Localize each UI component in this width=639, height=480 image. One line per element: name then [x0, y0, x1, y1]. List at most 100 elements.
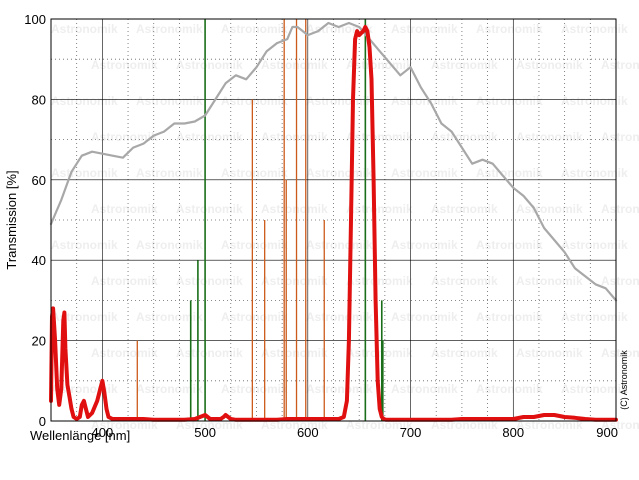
y-tick-label: 100 [24, 12, 46, 27]
watermark-text: Astronomik [176, 58, 243, 72]
watermark-text: Astronomik [561, 22, 628, 36]
y-tick-label: 20 [32, 334, 46, 349]
watermark-text: Astronomik [476, 310, 543, 324]
watermark-text: Astronomik [476, 238, 543, 252]
watermark-text: Astronomik [91, 130, 158, 144]
watermark-text: Astronomik [561, 310, 628, 324]
x-tick-label: 800 [502, 425, 524, 440]
watermark-text: Astronomik [346, 346, 413, 360]
watermark-text: Astronomik [306, 238, 373, 252]
watermark-text: Astronomik [306, 382, 373, 396]
watermark-text: Astronomik [391, 94, 458, 108]
watermark-text: Astronomik [221, 22, 288, 36]
watermark-text: Astronomik [221, 166, 288, 180]
watermark-text: Astronomik [221, 94, 288, 108]
watermark-text: Astronomik [221, 310, 288, 324]
watermark-text: Astronomik [601, 346, 639, 360]
watermark-text: Astronomik [261, 274, 328, 288]
watermark-text: Astronomik [346, 58, 413, 72]
watermark-text: Astronomik [601, 58, 639, 72]
data-series [49, 21, 618, 422]
watermark-text: Astronomik [306, 94, 373, 108]
watermark-text: Astronomik [476, 166, 543, 180]
watermark-text: Astronomik [51, 166, 118, 180]
watermark-text: Astronomik [91, 202, 158, 216]
y-tick-label: 0 [39, 414, 46, 429]
watermark-text: Astronomik [176, 202, 243, 216]
x-axis-label: Wellenlänge [nm] [30, 428, 130, 443]
watermark-text: Astronomik [176, 130, 243, 144]
sensor-response-line [49, 21, 618, 302]
plot-frame [50, 18, 617, 422]
watermark-text: Astronomik [601, 274, 639, 288]
watermark-text: Astronomik [51, 238, 118, 252]
watermark-text: Astronomik [601, 202, 639, 216]
watermark-text: Astronomik [51, 94, 118, 108]
watermark-text: Astronomik [476, 382, 543, 396]
watermark-text: Astronomik [261, 346, 328, 360]
watermark-text: Astronomik [561, 94, 628, 108]
watermark-text: Astronomik [91, 346, 158, 360]
watermark-text: Astronomik [431, 58, 498, 72]
watermark-text: Astronomik [391, 310, 458, 324]
watermark-text: Astronomik [51, 310, 118, 324]
watermark-text: Astronomik [306, 166, 373, 180]
watermark-text: Astronomik [431, 346, 498, 360]
y-tick-labels: 0 20 40 60 80 100 [24, 12, 46, 429]
watermark-text: Astronomik [516, 274, 583, 288]
watermark-text: Astronomik [261, 202, 328, 216]
filter-transmission-line [49, 25, 618, 422]
watermark-text: Astronomik [176, 346, 243, 360]
y-tick-label: 80 [32, 92, 46, 107]
watermark-text: Astronomik [391, 166, 458, 180]
y-axis-label: Transmission [%] [4, 170, 19, 269]
watermark-text: Astronomik [136, 22, 203, 36]
x-tick-label: 400 [92, 425, 114, 440]
watermark-layer: Astronomik Astronomik Astronomik Astronomik… [51, 22, 639, 432]
watermark-text: Astronomik [431, 130, 498, 144]
x-tick-label: 900 [596, 425, 618, 440]
watermark-text: Astronomik [431, 202, 498, 216]
watermark-text: Astronomik [516, 418, 583, 432]
watermark-text: Astronomik [476, 94, 543, 108]
watermark-text: Astronomik [136, 382, 203, 396]
watermark-text: Astronomik [346, 202, 413, 216]
watermark-text: Astronomik [346, 130, 413, 144]
watermark-text: Astronomik [221, 382, 288, 396]
x-tick-label: 700 [400, 425, 422, 440]
watermark-text: Astronomik [261, 130, 328, 144]
watermark-text: Astronomik [261, 58, 328, 72]
emission-lines [136, 19, 384, 421]
watermark-text: Astronomik [136, 166, 203, 180]
watermark-text: Astronomik [391, 238, 458, 252]
watermark-text: Astronomik [516, 202, 583, 216]
watermark-text: Astronomik [516, 346, 583, 360]
watermark-text: Astronomik [136, 94, 203, 108]
watermark-text: Astronomik [176, 274, 243, 288]
y-tick-label: 40 [32, 253, 46, 268]
watermark-text: Astronomik [306, 310, 373, 324]
watermark-text: Astronomik [476, 22, 543, 36]
x-tick-label: 500 [194, 425, 216, 440]
watermark-text: Astronomik [561, 166, 628, 180]
watermark-text: Astronomik [431, 274, 498, 288]
watermark-text: Astronomik [601, 130, 639, 144]
copyright-note: (C) Astronomik [619, 350, 629, 410]
watermark-text: Astronomik [346, 274, 413, 288]
watermark-text: Astronomik [221, 238, 288, 252]
watermark-text: Astronomik [51, 22, 118, 36]
watermark-text: Astronomik [391, 22, 458, 36]
watermark-text: Astronomik [516, 130, 583, 144]
y-tick-label: 60 [32, 173, 46, 188]
watermark-text: Astronomik [516, 58, 583, 72]
x-tick-label: 600 [297, 425, 319, 440]
watermark-text: Astronomik [91, 274, 158, 288]
watermark-text: Astronomik [91, 58, 158, 72]
watermark-text: Astronomik [136, 310, 203, 324]
watermark-text: Astronomik [561, 238, 628, 252]
watermark-text: Astronomik [391, 382, 458, 396]
x-tick-labels: 400 500 600 700 800 900 [92, 425, 618, 440]
watermark-text: Astronomik [136, 238, 203, 252]
watermark-text: Astronomik [561, 382, 628, 396]
